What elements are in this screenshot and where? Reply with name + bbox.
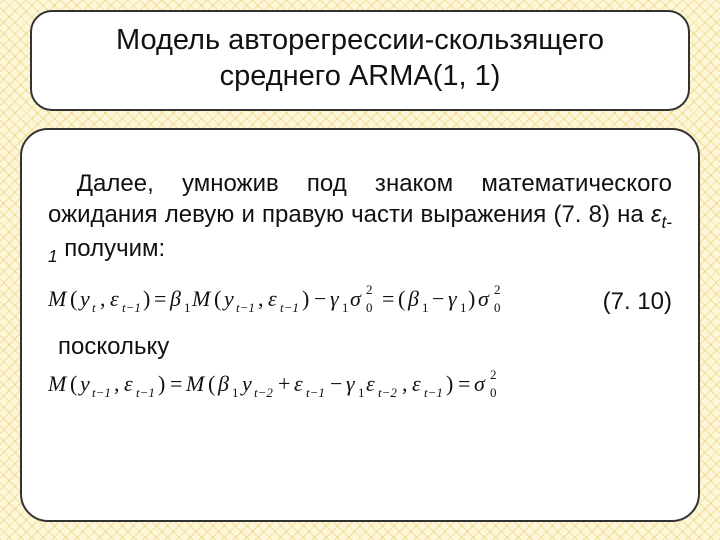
svg-text:ε: ε <box>412 371 421 396</box>
svg-text:t−1: t−1 <box>122 300 141 315</box>
svg-text:σ: σ <box>474 371 486 396</box>
svg-text:1: 1 <box>460 300 467 315</box>
svg-text:M: M <box>48 286 68 311</box>
para-post: получим: <box>58 235 166 262</box>
svg-text:): ) <box>143 286 150 311</box>
svg-text:ε: ε <box>110 286 119 311</box>
svg-text:M: M <box>48 371 68 396</box>
svg-text:1: 1 <box>232 385 239 400</box>
svg-text:2: 2 <box>490 367 497 382</box>
svg-text:(: ( <box>208 371 215 396</box>
equation-1: M ( y t , ε t−1 ) = β 1 M ( y t−1 , ε <box>48 282 593 323</box>
slide-root: Модель авторегрессии-скользящего среднег… <box>0 0 720 540</box>
svg-text:t−2: t−2 <box>378 385 397 400</box>
svg-text:(: ( <box>214 286 221 311</box>
svg-text:1: 1 <box>184 300 191 315</box>
svg-text:(: ( <box>70 371 77 396</box>
svg-text:y: y <box>78 371 90 396</box>
svg-text:ε: ε <box>294 371 303 396</box>
svg-text:,: , <box>402 371 408 396</box>
svg-text:1: 1 <box>358 385 365 400</box>
equation-2-row: M ( y t−1 , ε t−1 ) = M ( β 1 y t−2 + ε <box>48 367 672 408</box>
svg-text:=: = <box>382 286 394 311</box>
svg-text:,: , <box>258 286 264 311</box>
svg-text:σ: σ <box>478 286 490 311</box>
svg-text:(: ( <box>70 286 77 311</box>
svg-text:=: = <box>458 371 470 396</box>
content-panel: Далее, умножив под знаком математическог… <box>20 128 700 522</box>
svg-text:γ: γ <box>448 286 458 311</box>
para-pre: Далее, умножив под знаком математическог… <box>48 170 672 228</box>
equation-1-number: (7. 10) <box>593 288 672 316</box>
svg-text:+: + <box>278 371 290 396</box>
svg-text:1: 1 <box>422 300 429 315</box>
since-text: поскольку <box>58 333 672 361</box>
svg-text:γ: γ <box>330 286 340 311</box>
svg-text:,: , <box>114 371 120 396</box>
svg-text:0: 0 <box>490 385 497 400</box>
svg-text:t−1: t−1 <box>92 385 111 400</box>
svg-text:y: y <box>240 371 252 396</box>
svg-text:t−2: t−2 <box>254 385 273 400</box>
svg-text:y: y <box>78 286 90 311</box>
svg-text:2: 2 <box>366 282 373 297</box>
equation-2: M ( y t−1 , ε t−1 ) = M ( β 1 y t−2 + ε <box>48 367 672 408</box>
svg-text:M: M <box>185 371 206 396</box>
svg-text:M: M <box>191 286 212 311</box>
svg-text:t: t <box>92 300 96 315</box>
svg-text:−: − <box>330 371 342 396</box>
equation-1-row: M ( y t , ε t−1 ) = β 1 M ( y t−1 , ε <box>48 282 672 323</box>
svg-text:1: 1 <box>342 300 349 315</box>
svg-text:): ) <box>302 286 309 311</box>
svg-text:t−1: t−1 <box>280 300 299 315</box>
svg-text:y: y <box>222 286 234 311</box>
svg-text:2: 2 <box>494 282 501 297</box>
svg-text:t−1: t−1 <box>236 300 255 315</box>
epsilon-symbol: ε <box>651 201 662 228</box>
svg-text:ε: ε <box>268 286 277 311</box>
title-panel: Модель авторегрессии-скользящего среднег… <box>30 10 690 111</box>
svg-text:(: ( <box>398 286 405 311</box>
svg-text:t−1: t−1 <box>136 385 155 400</box>
svg-text:β: β <box>217 371 229 396</box>
svg-text:ε: ε <box>366 371 375 396</box>
title-text: Модель авторегрессии-скользящего среднег… <box>52 22 668 95</box>
svg-text:ε: ε <box>124 371 133 396</box>
svg-text:t−1: t−1 <box>306 385 325 400</box>
svg-text:0: 0 <box>494 300 501 315</box>
svg-text:=: = <box>170 371 182 396</box>
svg-text:=: = <box>154 286 166 311</box>
intro-paragraph: Далее, умножив под знаком математическог… <box>48 168 672 268</box>
svg-text:): ) <box>446 371 453 396</box>
svg-text:σ: σ <box>350 286 362 311</box>
svg-text:β: β <box>169 286 181 311</box>
svg-text:,: , <box>100 286 106 311</box>
svg-text:−: − <box>432 286 444 311</box>
svg-text:γ: γ <box>346 371 356 396</box>
svg-text:β: β <box>407 286 419 311</box>
svg-text:): ) <box>468 286 475 311</box>
svg-text:−: − <box>314 286 326 311</box>
svg-text:): ) <box>158 371 165 396</box>
svg-text:0: 0 <box>366 300 373 315</box>
svg-text:t−1: t−1 <box>424 385 443 400</box>
